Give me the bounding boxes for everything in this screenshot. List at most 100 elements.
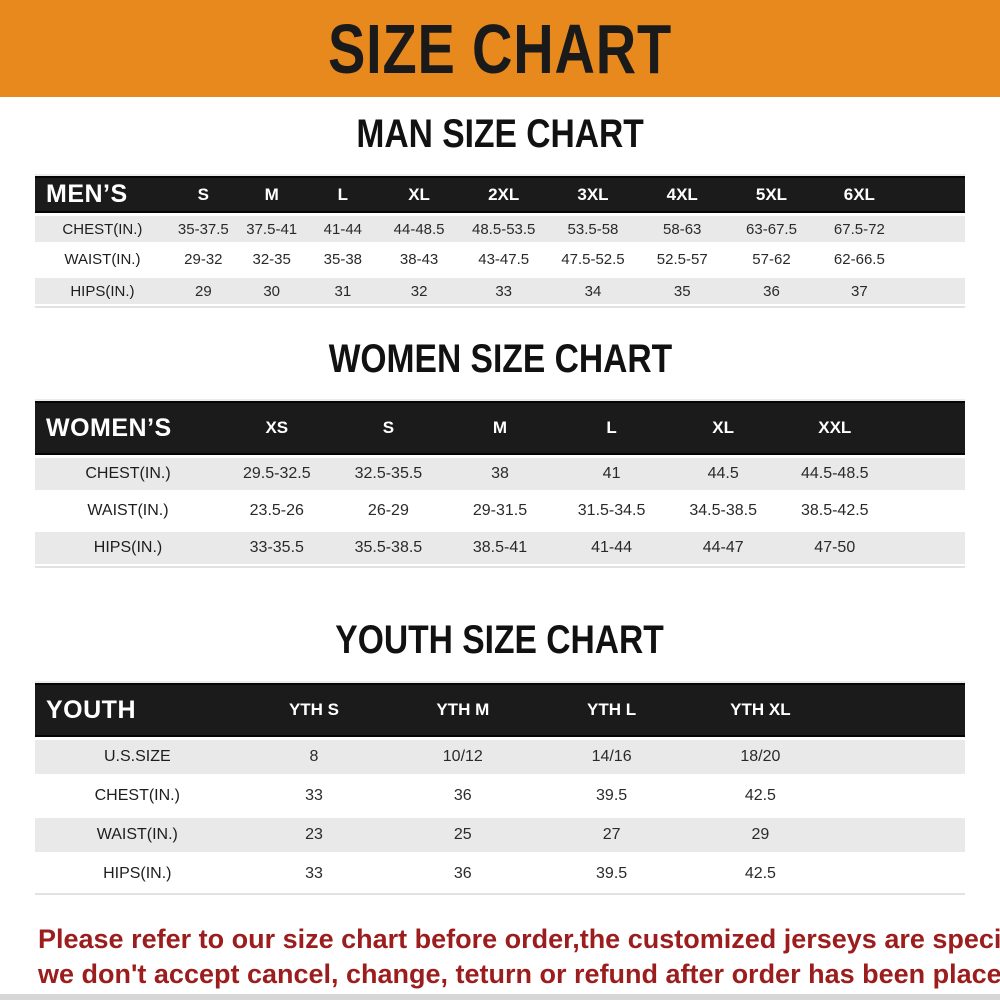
size-value: 35-37.5 (169, 213, 237, 244)
size-value: 63-67.5 (726, 213, 817, 244)
disclaimer-line-1: Please refer to our size chart before or… (38, 924, 1000, 954)
size-value: 31.5-34.5 (555, 492, 668, 529)
bottom-edge-strip (0, 994, 1000, 1000)
men-column-header-3xl: 3XL (548, 176, 638, 213)
youth-column-header-yth-s: YTH S (239, 683, 389, 737)
size-value: 32 (379, 275, 460, 306)
size-value: 8 (239, 737, 389, 776)
men-column-header-6xl: 6XL (816, 176, 903, 213)
row-filler (834, 776, 965, 815)
men-column-header-s: S (169, 176, 237, 213)
youth-header-row: YOUTH YTH S YTH M YTH L YTH XL (35, 683, 965, 737)
size-value: 62-66.5 (816, 244, 903, 275)
size-value: 29-32 (169, 244, 237, 275)
size-value: 35 (637, 275, 727, 306)
section-title-men: MAN SIZE CHART (0, 97, 1000, 174)
size-value: 33 (239, 776, 389, 815)
youth-column-header-yth-m: YTH M (388, 683, 538, 737)
row-filler (890, 455, 965, 492)
size-value: 44.5-48.5 (778, 455, 891, 492)
size-value: 29-31.5 (444, 492, 556, 529)
size-value: 31 (306, 275, 380, 306)
size-value: 43-47.5 (459, 244, 549, 275)
women-column-header-s: S (332, 401, 445, 455)
youth-group-label: YOUTH (35, 683, 240, 737)
row-label: U.S.SIZE (35, 737, 240, 776)
size-value: 10/12 (388, 737, 538, 776)
size-value: 37 (816, 275, 903, 306)
row-filler (890, 529, 965, 566)
size-value: 34.5-38.5 (667, 492, 779, 529)
row-label: CHEST(IN.) (35, 776, 240, 815)
women-column-header-xl: XL (667, 401, 779, 455)
size-value: 33 (459, 275, 549, 306)
youth-column-header-yth-l: YTH L (537, 683, 686, 737)
women-header-row: WOMEN’S XS S M L XL XXL (35, 401, 965, 455)
row-label: HIPS(IN.) (35, 529, 221, 566)
size-value: 36 (388, 776, 538, 815)
youth-row-chest-in.-: CHEST(IN.) 33 36 39.5 42.5 (35, 776, 965, 815)
size-value: 18/20 (685, 737, 835, 776)
women-column-header-m: M (444, 401, 556, 455)
size-value: 36 (726, 275, 817, 306)
row-filler (834, 854, 965, 893)
size-value: 35.5-38.5 (332, 529, 445, 566)
row-label: HIPS(IN.) (35, 275, 170, 306)
size-value: 44-48.5 (379, 213, 460, 244)
women-row-chest-in.-: CHEST(IN.) 29.5-32.5 32.5-35.5 38 41 44.5 44.5… (35, 455, 965, 492)
women-group-label: WOMEN’S (35, 401, 221, 455)
size-value: 38 (444, 455, 556, 492)
women-column-header-l: L (555, 401, 668, 455)
banner-title: SIZE CHART (328, 9, 672, 88)
youth-size-table: YOUTH YTH S YTH M YTH L YTH XL U.S.SIZE 8 10/12… (35, 681, 965, 895)
size-value: 36 (388, 854, 538, 893)
section-title-youth: YOUTH SIZE CHART (0, 568, 1000, 681)
row-filler (902, 275, 965, 306)
row-label: CHEST(IN.) (35, 213, 170, 244)
size-value: 35-38 (306, 244, 380, 275)
size-value: 41-44 (555, 529, 668, 566)
size-value: 27 (537, 815, 686, 854)
row-filler (890, 492, 965, 529)
women-row-hips-in.-: HIPS(IN.) 33-35.5 35.5-38.5 38.5-41 41-44 44-… (35, 529, 965, 566)
size-value: 23 (239, 815, 389, 854)
size-value: 39.5 (537, 854, 686, 893)
size-value: 32-35 (236, 244, 307, 275)
men-row-waist-in.-: WAIST(IN.) 29-32 32-35 35-38 38-43 43-47.5 47.… (35, 244, 965, 275)
section-title-text: MAN SIZE CHART (356, 112, 644, 156)
size-value: 39.5 (537, 776, 686, 815)
size-value: 32.5-35.5 (332, 455, 445, 492)
row-label: WAIST(IN.) (35, 492, 221, 529)
row-filler (834, 815, 965, 854)
section-women: WOMEN SIZE CHART WOMEN’S XS S M L XL XXL CHEST(I… (0, 308, 1000, 568)
women-column-header-xs: XS (221, 401, 333, 455)
size-value: 47.5-52.5 (548, 244, 638, 275)
men-column-header-m: M (236, 176, 307, 213)
men-column-header-4xl: 4XL (637, 176, 727, 213)
women-column-header-xxl: XXL (778, 401, 891, 455)
size-value: 37.5-41 (236, 213, 307, 244)
men-row-chest-in.-: CHEST(IN.) 35-37.5 37.5-41 41-44 44-48.5 48.5… (35, 213, 965, 244)
youth-column-header-yth-xl: YTH XL (685, 683, 835, 737)
size-value: 23.5-26 (221, 492, 333, 529)
men-header-row: MEN’S S M L XL 2XL 3XL 4XL 5XL 6XL (35, 176, 965, 213)
size-value: 52.5-57 (637, 244, 727, 275)
size-value: 53.5-58 (548, 213, 638, 244)
size-value: 38-43 (379, 244, 460, 275)
row-label: WAIST(IN.) (35, 244, 170, 275)
section-men: MAN SIZE CHART MEN’S S M L XL 2XL 3XL 4XL 5XL 6XL C… (0, 97, 1000, 308)
size-value: 42.5 (685, 854, 835, 893)
size-value: 14/16 (537, 737, 686, 776)
size-value: 33-35.5 (221, 529, 333, 566)
section-youth: YOUTH SIZE CHART YOUTH YTH S YTH M YTH L YTH … (0, 568, 1000, 895)
men-column-header-5xl: 5XL (726, 176, 817, 213)
disclaimer: Please refer to our size chart before or… (0, 895, 1000, 992)
size-value: 47-50 (778, 529, 891, 566)
size-value: 67.5-72 (816, 213, 903, 244)
women-header-filler (890, 401, 965, 455)
size-value: 41-44 (306, 213, 380, 244)
size-value: 38.5-42.5 (778, 492, 891, 529)
row-label: HIPS(IN.) (35, 854, 240, 893)
size-value: 29 (169, 275, 237, 306)
men-column-header-xl: XL (379, 176, 460, 213)
